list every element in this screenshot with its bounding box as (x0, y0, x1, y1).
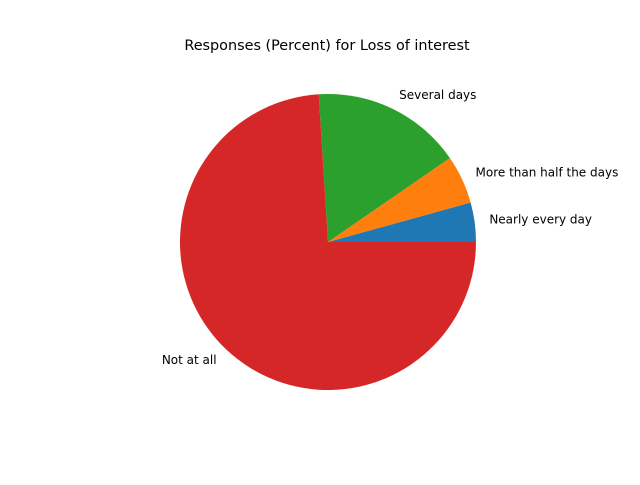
slice-label-not-at-all: Not at all (162, 353, 217, 367)
pie-slice-labels: Nearly every day More than half the days S… (162, 88, 619, 367)
slice-label-more-than-half-the-days: More than half the days (476, 166, 619, 180)
pie-slices (180, 94, 477, 390)
pie-slice-several-days (318, 94, 450, 243)
slice-label-nearly-every-day: Nearly every day (489, 213, 592, 227)
pie-slice-nearly-every-day (328, 202, 476, 242)
pie-slice-not-at-all (180, 94, 477, 390)
chart-title: Responses (Percent) for Loss of interest (184, 38, 470, 54)
pie-slice-more-than-half-the-days (328, 158, 471, 242)
slice-label-several-days: Several days (399, 88, 476, 102)
